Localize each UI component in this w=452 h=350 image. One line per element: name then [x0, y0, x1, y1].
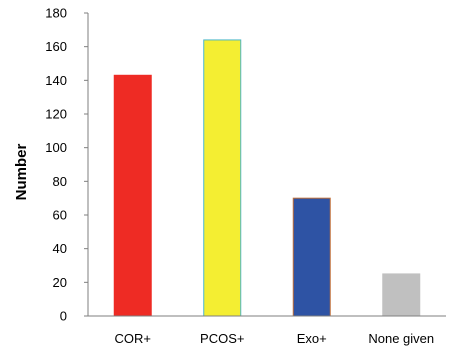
y-tick-label: 100 — [45, 140, 67, 155]
x-category-label: None given — [368, 331, 434, 346]
y-axis-title: Number — [13, 144, 30, 201]
y-axis-ticks: 0 20 40 60 80 100 120 140 160 180 — [45, 6, 88, 324]
bars — [113, 39, 421, 317]
x-category-label: COR+ — [115, 331, 151, 346]
y-tick-label: 140 — [45, 73, 67, 88]
y-tick-label: 20 — [53, 275, 67, 290]
bar-cor — [113, 74, 152, 317]
y-tick-label: 180 — [45, 6, 67, 21]
bar-none-given — [382, 273, 421, 317]
y-tick-label: 60 — [53, 208, 67, 223]
y-tick-label: 80 — [53, 174, 67, 189]
bar-exo — [292, 197, 331, 317]
bar-pcos — [203, 39, 242, 317]
x-category-label: Exo+ — [297, 331, 327, 346]
x-category-label: PCOS+ — [200, 331, 244, 346]
y-tick-label: 0 — [60, 309, 67, 324]
y-tick-label: 40 — [53, 241, 67, 256]
x-axis-labels: COR+ PCOS+ Exo+ None given — [115, 331, 435, 346]
y-tick-label: 160 — [45, 39, 67, 54]
y-tick-label: 120 — [45, 107, 67, 122]
